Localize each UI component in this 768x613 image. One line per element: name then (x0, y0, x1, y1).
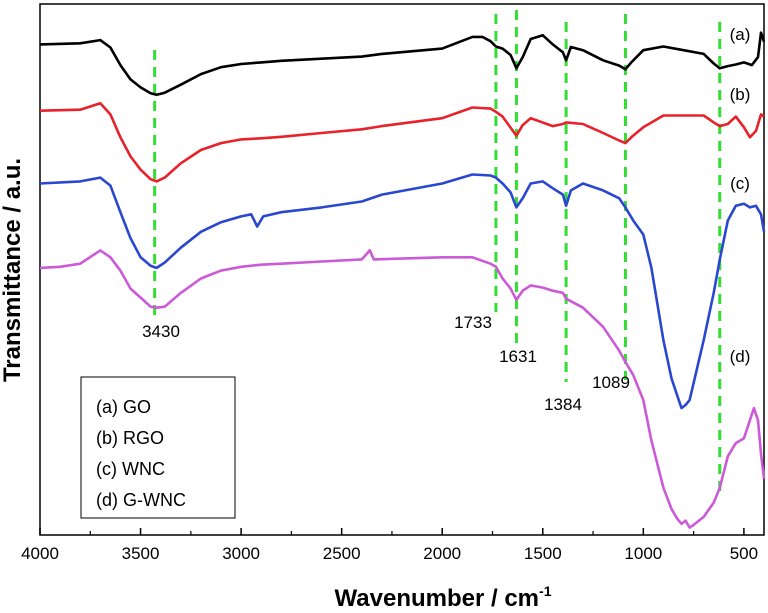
x-axis-label-superscript: -1 (539, 583, 552, 599)
legend-item-d: (d) G-WNC (96, 490, 186, 510)
x-tick-label-4000: 4000 (21, 544, 59, 563)
peak-label-3430: 3430 (142, 322, 180, 341)
series-line-c (39, 173, 766, 410)
legend-box (80, 376, 236, 519)
curve-label-a: (a) (730, 25, 751, 44)
curve-label-d: (d) (730, 347, 751, 366)
x-axis-label: Wavenumber / cm-1 (335, 583, 552, 612)
peak-annotations: 3430 1733 1631 1384 1089 (142, 313, 630, 414)
x-tick-label-3500: 3500 (122, 544, 160, 563)
y-axis-label: Transmittance / a.u. (0, 158, 26, 382)
legend-item-c: (c) WNC (96, 459, 165, 479)
peak-label-1733: 1733 (454, 313, 492, 332)
legend-item-a: (a) GO (96, 397, 151, 417)
x-tick-label-2500: 2500 (323, 544, 361, 563)
series-line-d (39, 249, 766, 529)
legend-item-b: (b) RGO (96, 428, 164, 448)
x-axis-ticks: 4000 3500 3000 2500 2000 1500 1000 500 (21, 528, 758, 563)
x-tick-label-2000: 2000 (423, 544, 461, 563)
peak-label-1631: 1631 (499, 347, 537, 366)
x-tick-label-1500: 1500 (524, 544, 562, 563)
curve-label-c: (c) (730, 174, 750, 193)
x-axis-label-text: Wavenumber / cm (335, 585, 540, 612)
plot-frame (39, 3, 765, 536)
peak-label-1384: 1384 (544, 395, 582, 414)
series-line-a (39, 31, 766, 97)
series-line-b (39, 102, 765, 183)
peak-label-1089: 1089 (592, 373, 630, 392)
x-tick-label-500: 500 (730, 544, 758, 563)
legend: (a) GO (b) RGO (c) WNC (d) G-WNC (80, 376, 236, 519)
x-tick-label-1000: 1000 (624, 544, 662, 563)
x-tick-label-3000: 3000 (222, 544, 260, 563)
curve-label-b: (b) (730, 85, 751, 104)
curve-labels: (a) (b) (c) (d) (730, 25, 751, 366)
reference-lines (153, 10, 722, 498)
series-group (39, 31, 766, 529)
